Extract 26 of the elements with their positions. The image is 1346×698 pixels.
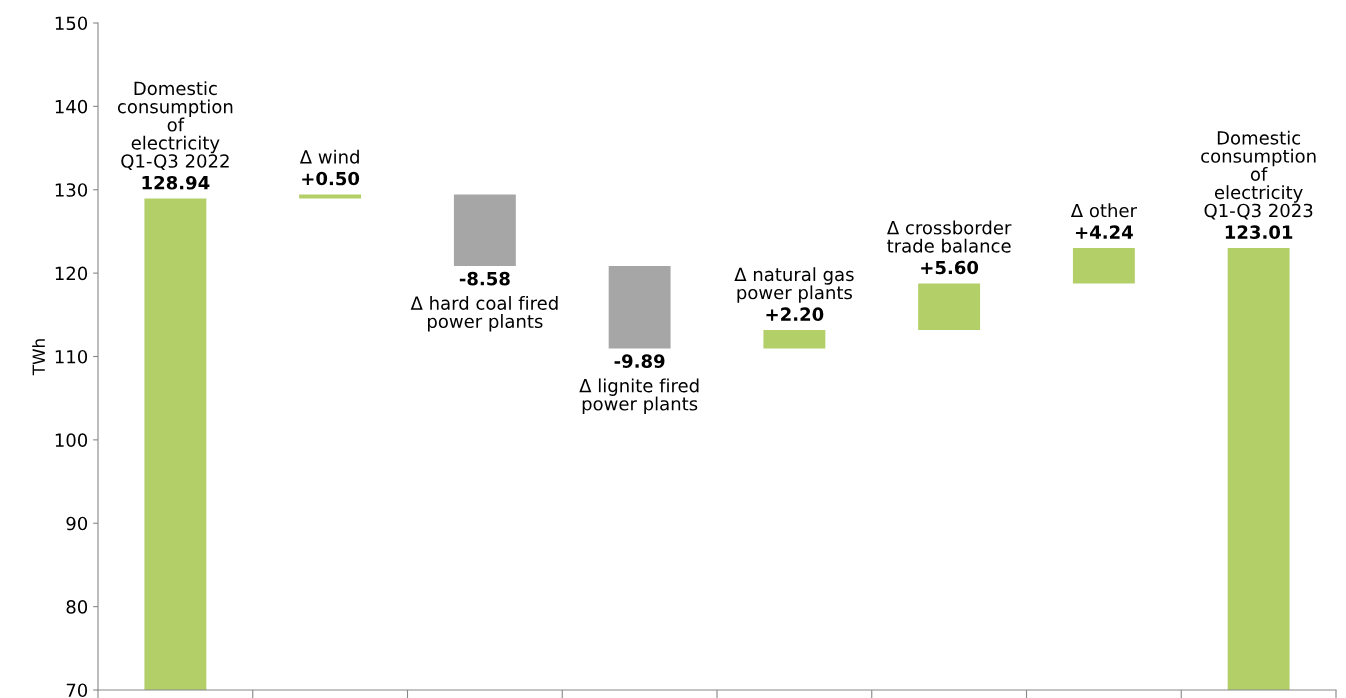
- data-label: +5.60: [921, 260, 979, 275]
- y-tick-label: 130: [55, 183, 88, 197]
- data-label: +2.20: [766, 307, 824, 322]
- x-tick-label: Δ natural gas power plants: [734, 267, 854, 303]
- data-label: +4.24: [1075, 225, 1133, 239]
- y-tick-label: 90: [66, 516, 88, 531]
- data-label: +0.50: [302, 171, 360, 186]
- y-tick-label: 80: [66, 600, 88, 614]
- y-tick-label: 100: [55, 433, 88, 447]
- data-label: 123.01: [1225, 225, 1293, 239]
- data-label: -8.58: [459, 271, 510, 286]
- x-tick-label: Δ lignite fired power plants: [579, 378, 699, 415]
- y-tick-label: 140: [55, 99, 88, 114]
- y-tick-label: 120: [55, 266, 88, 281]
- y-tick-label: 150: [55, 16, 88, 31]
- y-axis-title: TWh: [32, 339, 45, 376]
- y-tick-label: 70: [66, 683, 88, 698]
- x-tick-label: Domestic consumption of electricity Q1-Q3 2022: [117, 81, 233, 170]
- data-label: 128.94: [142, 175, 210, 190]
- x-tick-label: Δ crossborder trade balance: [887, 220, 1012, 253]
- x-tick-label: Domestic consumption of electricity Q1-Q3 2023: [1201, 130, 1316, 220]
- y-tick-label: 110: [55, 349, 88, 364]
- x-tick-label: Δ other: [1070, 203, 1137, 218]
- x-tick-label: Δ hard coal fired power plants: [410, 295, 558, 332]
- x-tick-label: Δ wind: [299, 149, 359, 164]
- data-label: -9.89: [614, 354, 665, 368]
